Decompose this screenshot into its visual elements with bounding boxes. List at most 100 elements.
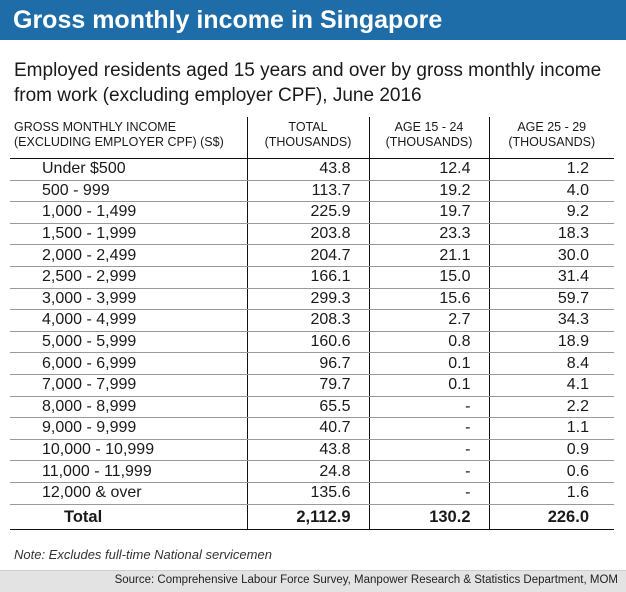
column-header-age-15-24: AGE 15 - 24 (THOUSANDS) [368, 117, 489, 159]
total-value-cell: 208.3 [246, 309, 369, 332]
table-row: 11,000 - 11,999 24.8-0.6 [10, 460, 614, 483]
age-25-29-value-cell: 18.9 [488, 331, 614, 354]
income-bracket-cell: 7,000 - 7,999 [10, 374, 247, 397]
age-15-24-value-cell: 21.1 [368, 244, 489, 267]
table-row: 9,000 - 9,999 40.7-1.1 [10, 417, 614, 440]
total-value-cell: 299.3 [246, 288, 369, 311]
column-header-line2: (THOUSANDS) [385, 135, 473, 149]
income-bracket-cell: 1,500 - 1,999 [10, 223, 247, 246]
age-15-24-value-cell: 0.1 [368, 352, 489, 375]
table-row: 12,000 & over 135.6-1.6 [10, 482, 614, 505]
age-25-29-value-cell: 8.4 [488, 352, 614, 375]
age-25-29-value-cell: 4.0 [488, 180, 614, 203]
income-bracket-cell: 3,000 - 3,999 [10, 288, 247, 311]
income-bracket-cell: 500 - 999 [10, 180, 247, 203]
age-25-29-value-cell: 59.7 [488, 288, 614, 311]
chart-subtitle: Employed residents aged 15 years and ove… [14, 60, 602, 106]
age-15-24-value-cell: - [368, 396, 489, 419]
age-25-29-value-cell: 4.1 [488, 374, 614, 397]
income-bracket-cell: 12,000 & over [10, 482, 247, 505]
income-bracket-cell: 6,000 - 6,999 [10, 352, 247, 375]
age-25-29-value-cell: 1.6 [488, 482, 614, 505]
age-15-24-value-cell: 0.1 [368, 374, 489, 397]
age-25-29-value-cell: 2.2 [488, 396, 614, 419]
table-row: 5,000 - 5,999 160.6 0.8 18.9 [10, 331, 614, 354]
total-label: Total [10, 504, 247, 530]
table-row: 3,000 - 3,999 299.3 15.6 59.7 [10, 288, 614, 311]
age-15-24-value-cell: 2.7 [368, 309, 489, 332]
table-row: 10,000 - 10,999 43.8-0.9 [10, 439, 614, 462]
column-header-line1: AGE 25 - 29 [517, 120, 587, 134]
table-row: 8,000 - 8,999 65.5-2.2 [10, 396, 614, 419]
income-bracket-cell: 5,000 - 5,999 [10, 331, 247, 354]
total-value-cell: 204.7 [246, 244, 369, 267]
total-value-all: 2,112.9 [246, 504, 369, 530]
table-row: Under $500 43.8 12.4 1.2 [10, 158, 614, 181]
table-row: 1,000 - 1,499 225.9 19.7 9.2 [10, 201, 614, 224]
source-footer: Source: Comprehensive Labour Force Surve… [0, 570, 626, 592]
table-row: 2,000 - 2,499 204.7 21.1 30.0 [10, 244, 614, 267]
income-bracket-cell: 10,000 - 10,999 [10, 439, 247, 462]
income-bracket-cell: 8,000 - 8,999 [10, 396, 247, 419]
age-15-24-value-cell: 0.8 [368, 331, 489, 354]
income-bracket-cell: 9,000 - 9,999 [10, 417, 247, 440]
total-value-cell: 166.1 [246, 266, 369, 289]
total-value-age-25-29: 226.0 [488, 504, 614, 530]
age-15-24-value-cell: 19.2 [368, 180, 489, 203]
age-15-24-value-cell: 12.4 [368, 158, 489, 181]
total-value-cell: 113.7 [246, 180, 369, 203]
age-15-24-value-cell: 19.7 [368, 201, 489, 224]
age-15-24-value-cell: - [368, 460, 489, 483]
column-header-line1: AGE 15 - 24 [394, 120, 464, 134]
column-header-income: GROSS MONTHLY INCOME (EXCLUDING EMPLOYER… [10, 117, 247, 159]
table-body: Under $500 43.8 12.4 1.2 500 - 999 113.7 19.2 4… [10, 158, 614, 505]
table-row: 4,000 - 4,999 208.3 2.7 34.3 [10, 309, 614, 332]
total-value-cell: 40.7 [246, 417, 369, 440]
age-15-24-value-cell: - [368, 482, 489, 505]
column-header-line2: (EXCLUDING EMPLOYER CPF) (S$) [14, 135, 224, 149]
age-25-29-value-cell: 1.1 [488, 417, 614, 440]
total-value-cell: 43.8 [246, 158, 369, 181]
total-value-cell: 225.9 [246, 201, 369, 224]
table-row: 6,000 - 6,999 96.7 0.1 8.4 [10, 352, 614, 375]
total-value-cell: 203.8 [246, 223, 369, 246]
age-25-29-value-cell: 30.0 [488, 244, 614, 267]
table-header-row: GROSS MONTHLY INCOME (EXCLUDING EMPLOYER… [10, 117, 614, 159]
total-value-cell: 96.7 [246, 352, 369, 375]
column-header-age-25-29: AGE 25 - 29 (THOUSANDS) [488, 117, 614, 159]
table-note: Note: Excludes full-time National servic… [14, 547, 272, 562]
total-value-age-15-24: 130.2 [368, 504, 489, 530]
total-value-cell: 43.8 [246, 439, 369, 462]
income-bracket-cell: Under $500 [10, 158, 247, 181]
age-15-24-value-cell: - [368, 417, 489, 440]
income-table: GROSS MONTHLY INCOME (EXCLUDING EMPLOYER… [10, 117, 614, 530]
income-bracket-cell: 2,500 - 2,999 [10, 266, 247, 289]
column-header-line2: (THOUSANDS) [264, 135, 352, 149]
total-value-cell: 160.6 [246, 331, 369, 354]
column-header-total: TOTAL (THOUSANDS) [246, 117, 369, 159]
age-15-24-value-cell: 23.3 [368, 223, 489, 246]
column-header-line2: (THOUSANDS) [508, 135, 596, 149]
age-25-29-value-cell: 0.9 [488, 439, 614, 462]
age-25-29-value-cell: 0.6 [488, 460, 614, 483]
column-header-line1: TOTAL [288, 120, 328, 134]
income-bracket-cell: 2,000 - 2,499 [10, 244, 247, 267]
income-bracket-cell: 1,000 - 1,499 [10, 201, 247, 224]
page-title: Gross monthly income in Singapore [13, 6, 443, 34]
age-25-29-value-cell: 9.2 [488, 201, 614, 224]
age-15-24-value-cell: 15.0 [368, 266, 489, 289]
source-text: Source: Comprehensive Labour Force Surve… [114, 574, 618, 586]
age-15-24-value-cell: - [368, 439, 489, 462]
table-row: 1,500 - 1,999 203.8 23.3 18.3 [10, 223, 614, 246]
total-value-cell: 65.5 [246, 396, 369, 419]
income-bracket-cell: 11,000 - 11,999 [10, 460, 247, 483]
title-banner: Gross monthly income in Singapore [0, 0, 626, 40]
total-value-cell: 79.7 [246, 374, 369, 397]
age-25-29-value-cell: 18.3 [488, 223, 614, 246]
age-15-24-value-cell: 15.6 [368, 288, 489, 311]
total-value-cell: 135.6 [246, 482, 369, 505]
age-25-29-value-cell: 34.3 [488, 309, 614, 332]
table-row: 500 - 999 113.7 19.2 4.0 [10, 180, 614, 203]
table-row: 7,000 - 7,999 79.7 0.1 4.1 [10, 374, 614, 397]
column-header-line1: GROSS MONTHLY INCOME [14, 120, 177, 134]
